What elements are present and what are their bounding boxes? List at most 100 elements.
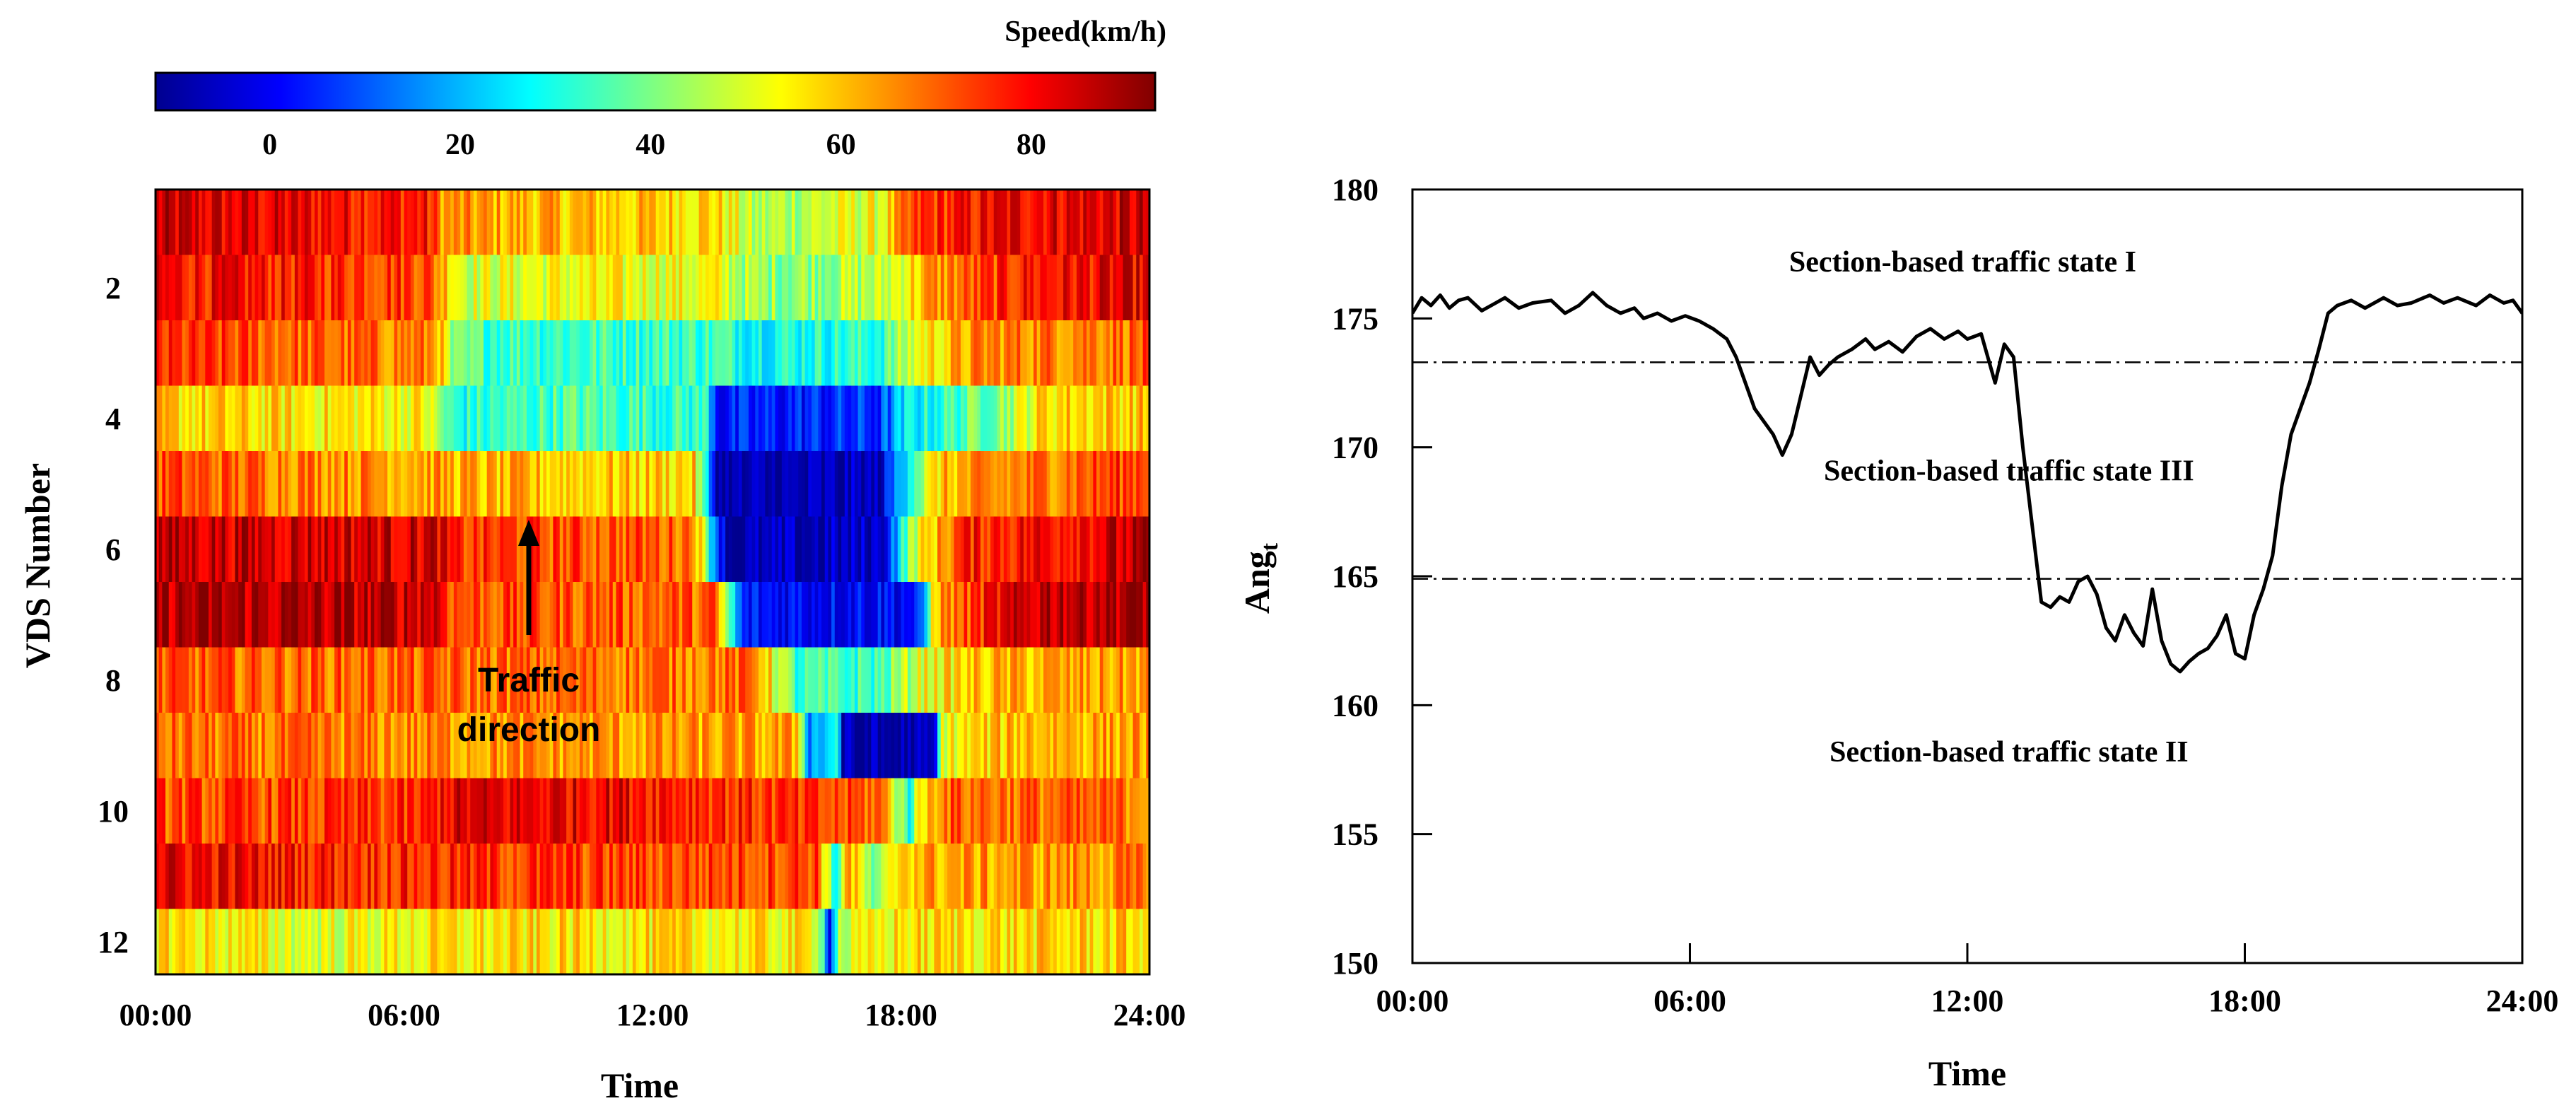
heatmap-cell: [1119, 582, 1124, 648]
heatmap-cell: [357, 320, 362, 387]
heatmap-cell: [264, 582, 269, 648]
heatmap-cell: [367, 909, 372, 975]
heatmap-cell: [261, 385, 266, 452]
heatmap-cell: [291, 909, 295, 975]
heatmap-cell: [156, 320, 160, 387]
heatmap-cell: [245, 778, 249, 844]
heatmap-cell: [993, 582, 998, 648]
heatmap-cell: [178, 909, 183, 975]
heatmap-cell: [513, 320, 517, 387]
heatmap-cell: [708, 909, 713, 975]
heatmap-cell: [742, 647, 746, 713]
heatmap-cell: [924, 385, 928, 452]
heatmap-cell: [967, 713, 971, 779]
heatmap-cell: [735, 647, 739, 713]
heatmap-cell: [871, 778, 875, 844]
heatmap-cell: [579, 255, 584, 321]
heatmap-cell: [496, 320, 501, 387]
heatmap-cell: [735, 320, 739, 387]
heatmap-cell: [639, 516, 643, 583]
heatmap-cell: [857, 516, 862, 583]
heatmap-cell: [732, 385, 736, 452]
heatmap-cell: [201, 582, 206, 648]
heatmap-cell: [824, 713, 829, 779]
heatmap-cell: [619, 909, 623, 975]
heatmap-cell: [311, 255, 315, 321]
heatmap-cell: [321, 778, 325, 844]
heatmap-cell: [301, 582, 305, 648]
heatmap-cell: [897, 844, 902, 910]
heatmap-cell: [1119, 255, 1124, 321]
heatmap-cell: [374, 516, 378, 583]
heatmap-cell: [1013, 647, 1018, 713]
heatmap-cell: [669, 909, 673, 975]
heatmap-cell: [672, 909, 677, 975]
heatmap-cell: [284, 320, 289, 387]
heatmap-cell: [778, 647, 783, 713]
heatmap-cell: [251, 451, 256, 518]
heatmap-cell: [374, 909, 378, 975]
heatmap-cell: [546, 320, 551, 387]
heatmap-cell: [841, 320, 845, 387]
heatmap-cell: [423, 778, 428, 844]
heatmap-cell: [1040, 909, 1044, 975]
heatmap-cell: [1123, 255, 1127, 321]
heatmap-cell: [616, 189, 620, 256]
heatmap-cell: [791, 451, 796, 518]
heatmap-cell: [457, 320, 461, 387]
heatmap-cell: [626, 844, 630, 910]
heatmap-cell: [616, 516, 620, 583]
heatmap-cell: [506, 320, 511, 387]
heatmap-cell: [211, 451, 216, 518]
heatmap-cell: [831, 909, 836, 975]
heatmap-cell: [907, 909, 912, 975]
heatmap-cell: [980, 451, 985, 518]
heatmap-cell: [162, 189, 166, 256]
heatmap-cell: [712, 255, 716, 321]
heatmap-cell: [967, 844, 971, 910]
heatmap-cell: [539, 778, 544, 844]
heatmap-cell: [596, 516, 600, 583]
heatmap-cell: [549, 516, 554, 583]
heatmap-cell: [884, 582, 889, 648]
heatmap-cell: [589, 844, 594, 910]
heatmap-cell: [341, 255, 345, 321]
heatmap-cell: [1142, 582, 1147, 648]
heatmap-cell: [867, 189, 872, 256]
heatmap-cell: [589, 320, 594, 387]
heatmap-cell: [1126, 647, 1130, 713]
heatmap-cell: [1079, 647, 1084, 713]
heatmap-cell: [1096, 255, 1101, 321]
heatmap-cell: [808, 451, 812, 518]
heatmap-cell: [689, 451, 693, 518]
heatmap-cell: [264, 844, 269, 910]
heatmap-cell: [884, 778, 889, 844]
heatmap-cell: [347, 713, 352, 779]
heatmap-cell: [864, 255, 869, 321]
heatmap-cell: [1083, 516, 1087, 583]
heatmap-cell: [447, 255, 451, 321]
heatmap-cell: [308, 385, 312, 452]
heatmap-cell: [778, 909, 783, 975]
heatmap-cell: [781, 582, 786, 648]
heatmap-cell: [559, 713, 564, 779]
heatmap-cell: [410, 516, 415, 583]
heatmap-cell: [920, 451, 925, 518]
heatmap-cell: [596, 255, 600, 321]
heatmap-cell: [1142, 320, 1147, 387]
heatmap-cell: [453, 385, 458, 452]
heatmap-cell: [563, 189, 567, 256]
heatmap-cell: [423, 385, 428, 452]
heatmap-cell: [920, 909, 925, 975]
heatmap-cell: [543, 909, 547, 975]
heatmap-cell: [662, 451, 667, 518]
heatmap-cell: [337, 713, 342, 779]
heatmap-cell: [520, 516, 524, 583]
heatmap-cell: [824, 778, 829, 844]
heatmap-cell: [695, 647, 700, 713]
heatmap-cell: [221, 713, 226, 779]
heatmap-cell: [867, 909, 872, 975]
heatmap-cell: [317, 582, 322, 648]
heatmap-cell: [344, 516, 349, 583]
heatmap-cell: [553, 647, 557, 713]
